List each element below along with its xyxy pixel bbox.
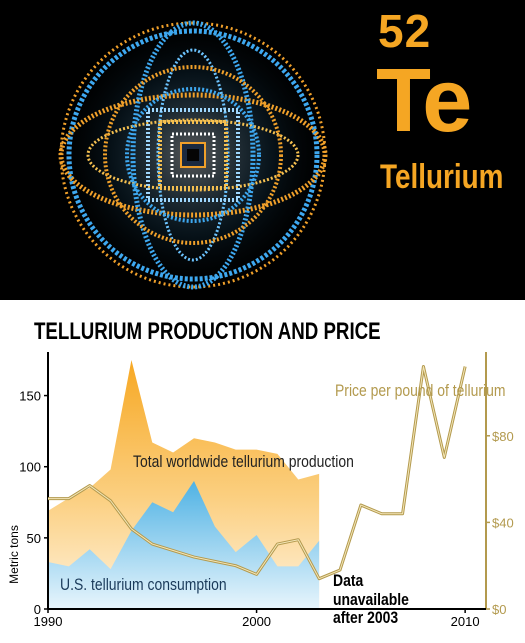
left-tick-label: 50 — [27, 531, 41, 546]
x-tick-label: 2010 — [451, 614, 480, 629]
atomic-number: 52 — [378, 5, 432, 57]
right-tick-label: $0 — [492, 602, 506, 617]
x-tick-label: 2000 — [242, 614, 271, 629]
left-tick-label: 100 — [19, 460, 41, 475]
chart-panel: 0 50 100 150 $0 $40 $80 1990 2000 2010 Metric tons… — [0, 300, 525, 643]
left-tick-label: 0 — [34, 602, 41, 617]
chart-title: TELLURIUM PRODUCTION AND PRICE — [34, 318, 381, 345]
element-symbol: Te — [376, 51, 472, 151]
price-line — [48, 365, 466, 580]
element-header: 52 Te Tellurium — [0, 0, 525, 300]
right-tick-label: $40 — [492, 515, 514, 530]
series-label-total-production: Total worldwide tellurium production — [133, 452, 354, 471]
x-tick-label: 1990 — [34, 614, 63, 629]
element-name: Tellurium — [380, 158, 504, 196]
right-tick-label: $80 — [492, 429, 514, 444]
production-price-chart: 0 50 100 150 $0 $40 $80 1990 2000 2010 Metric tons — [7, 352, 514, 629]
left-tick-label: 150 — [19, 389, 41, 404]
data-unavailable-note: Data unavailable after 2003 — [333, 571, 409, 628]
series-label-us-consumption: U.S. tellurium consumption — [60, 575, 227, 594]
y-axis-label: Metric tons — [7, 525, 21, 584]
series-label-price: Price per pound of tellurium — [335, 381, 506, 400]
tellurium-atom-illustration — [53, 15, 333, 295]
area-us-consumption — [48, 480, 320, 609]
